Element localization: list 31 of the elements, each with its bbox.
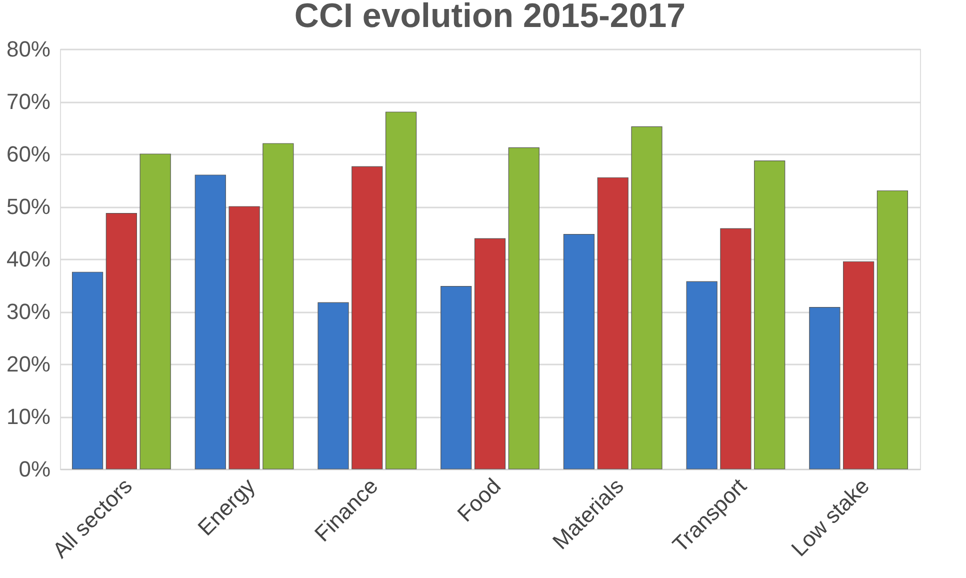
- bar: [843, 261, 874, 470]
- bar: [194, 174, 226, 470]
- bar: [508, 147, 540, 470]
- chart-title: CCI evolution 2015-2017: [294, 0, 686, 35]
- bar: [140, 154, 171, 470]
- bar: [318, 302, 349, 470]
- bar: [474, 238, 506, 470]
- y-tick-label: 60%: [6, 142, 50, 166]
- bar: [631, 126, 662, 470]
- bar: [809, 307, 840, 470]
- bar: [352, 166, 383, 470]
- bar: [597, 177, 628, 470]
- bar: [563, 234, 595, 470]
- bar: [72, 272, 104, 470]
- bar: [876, 190, 908, 470]
- y-tick-label: 70%: [6, 89, 50, 114]
- bar: [106, 213, 137, 470]
- bar: [720, 228, 752, 470]
- y-tick-label: 50%: [6, 194, 50, 219]
- bar: [228, 206, 260, 470]
- y-tick-label: 30%: [6, 299, 50, 324]
- y-tick-label: 40%: [6, 246, 50, 272]
- y-tick-label: 10%: [6, 404, 50, 429]
- bar: [440, 286, 472, 470]
- bar: [262, 143, 294, 470]
- y-tick-label: 80%: [6, 36, 50, 62]
- y-tick-label: 0%: [18, 456, 50, 482]
- bar: [686, 281, 718, 470]
- y-tick-label: 20%: [6, 352, 50, 376]
- bar: [385, 112, 417, 470]
- bar: [754, 160, 786, 470]
